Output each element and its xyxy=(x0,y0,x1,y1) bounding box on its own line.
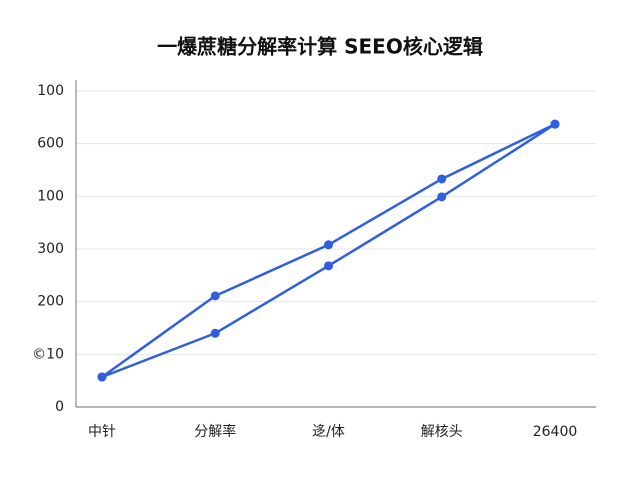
point xyxy=(210,328,220,338)
chart-title: 一爆蔗糖分解率计算 SEEO核心逻辑 xyxy=(157,35,483,59)
point xyxy=(550,119,560,129)
series-line xyxy=(101,123,556,379)
y-tick-label: 0 xyxy=(55,399,64,415)
x-tick-label: 分解率 xyxy=(194,423,236,440)
y-tick-label: 200 xyxy=(37,294,64,310)
y-tick-label: 300 xyxy=(37,241,64,257)
y-tick-label: ©10 xyxy=(32,346,64,362)
point xyxy=(437,174,447,184)
y-tick-label: 100 xyxy=(37,188,64,204)
point xyxy=(324,240,333,250)
x-tick-label: 中针 xyxy=(88,424,116,440)
point xyxy=(210,291,220,301)
point xyxy=(97,372,107,382)
y-tick-label: 600 xyxy=(37,136,64,152)
point xyxy=(437,192,447,202)
x-tick-label: 迻/体 xyxy=(312,424,345,440)
point xyxy=(324,261,333,271)
x-tick-label: 解核头 xyxy=(421,424,463,440)
series-line xyxy=(101,123,556,378)
y-tick-label: 100 xyxy=(37,83,64,99)
x-tick-label: 26400 xyxy=(533,424,578,440)
